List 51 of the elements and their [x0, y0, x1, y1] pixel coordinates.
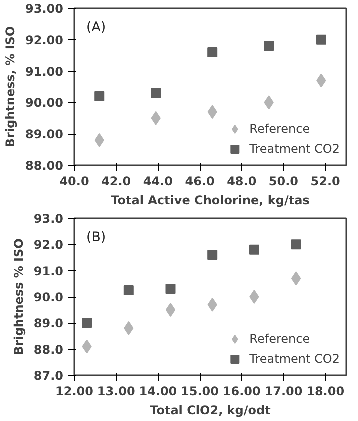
point	[166, 303, 176, 318]
point	[208, 250, 218, 260]
point	[94, 91, 105, 102]
x-tick-label: 48.0	[227, 174, 257, 188]
point	[291, 272, 302, 286]
x-tick-label: 42.0	[102, 174, 132, 188]
x-tick-label: 40.0	[60, 174, 90, 188]
point	[250, 290, 260, 304]
legend-label: Treatment CO2	[250, 142, 340, 156]
y-tick-label: 92.0	[34, 238, 64, 252]
y-tick-label: 88.0	[34, 342, 64, 357]
y-tick-label: 88.00	[26, 159, 64, 173]
y-tick-label: 90.0	[34, 290, 64, 304]
x-tick-label: 15.00	[181, 384, 220, 398]
y-axis-title: Brightness % ISO	[12, 238, 26, 356]
y-tick-label: 87.0	[34, 369, 64, 383]
x-tick-label: 12.00	[56, 384, 94, 398]
y-tick-label: 92.00	[26, 33, 64, 48]
x-tick-label: 52.0	[310, 174, 340, 188]
point	[151, 88, 162, 98]
x-axis-title: Total Active Cholorine, kg/tas	[111, 194, 310, 208]
y-tick-label: 89.00	[26, 128, 64, 142]
x-tick-label: 18.00	[306, 384, 345, 398]
y-tick-label: 91.00	[26, 64, 64, 79]
point	[82, 318, 92, 328]
annotation: (A)	[86, 20, 106, 36]
legend-label: Reference	[250, 122, 310, 136]
x-tick-label: 17.00	[264, 384, 303, 398]
legend-label: Treatment CO2	[250, 352, 340, 366]
point	[208, 47, 218, 58]
point	[249, 244, 260, 255]
x-tick-label: 16.00	[222, 384, 261, 398]
x-axis-title: Total ClO2, kg/odt	[150, 404, 272, 418]
y-tick-label: 91.0	[34, 264, 64, 278]
y-axis-title: Brightness, % ISO	[4, 26, 18, 148]
x-tick-label: 50.0	[268, 174, 299, 188]
y-tick-label: 90.00	[26, 96, 64, 110]
point	[166, 284, 176, 294]
x-tick-label: 46.0	[185, 174, 215, 188]
y-tick-label: 93.0	[34, 212, 64, 226]
y-tick-label: 93.00	[26, 2, 64, 16]
y-tick-label: 89.0	[34, 316, 64, 331]
legend-label: Reference	[250, 332, 310, 346]
point	[291, 240, 302, 250]
x-tick-label: 14.00	[139, 384, 178, 398]
annotation: (B)	[86, 230, 106, 246]
point	[124, 285, 134, 296]
x-tick-label: 13.00	[97, 384, 136, 398]
point	[316, 34, 326, 45]
x-tick-label: 44.0	[143, 174, 173, 188]
point	[264, 41, 274, 52]
